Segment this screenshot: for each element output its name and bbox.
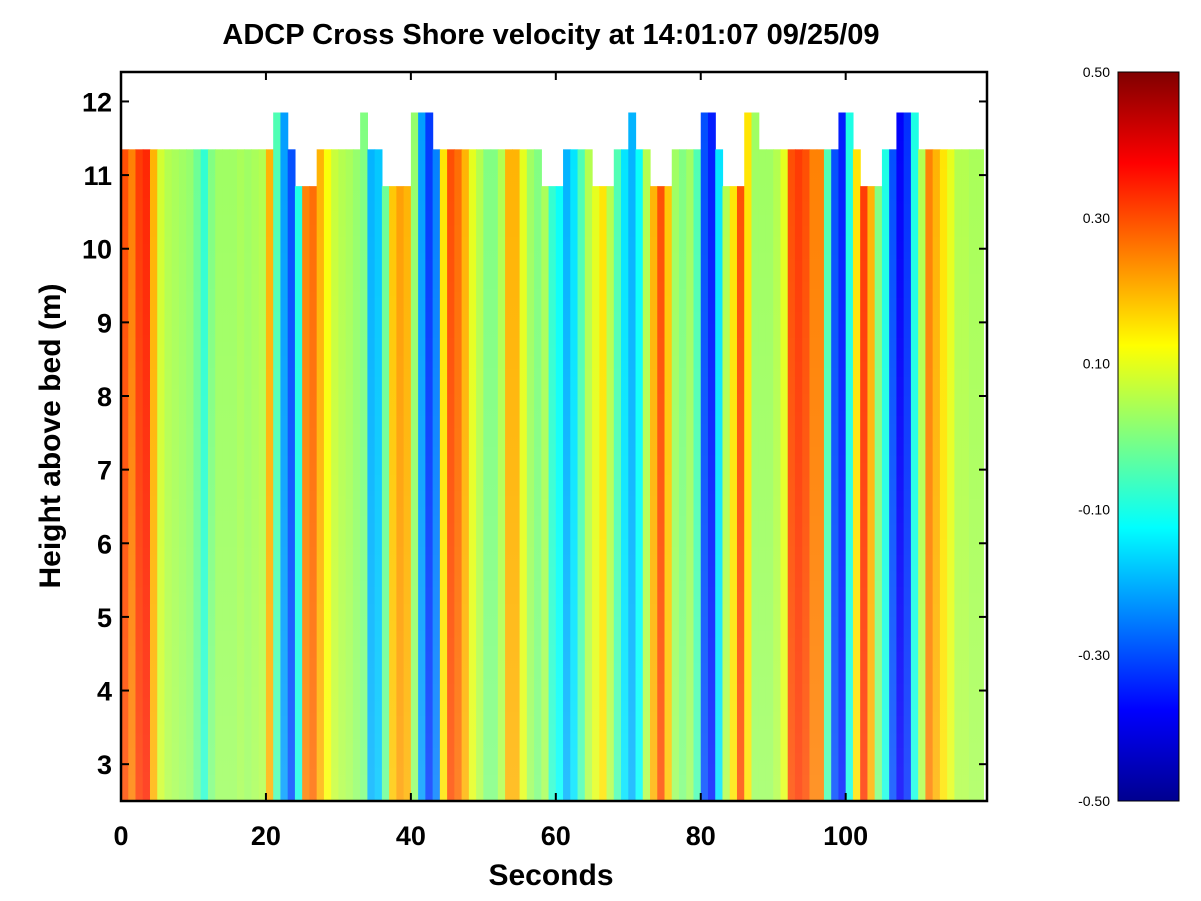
y-tick-label: 12 [82,87,112,117]
colorbar [1117,71,1180,802]
y-axis-ticks: 3 4 5 6 7 8 9 10 11 12 [82,87,987,780]
y-tick-label: 6 [97,529,112,559]
y-tick-label: 8 [97,382,112,412]
colorbar-tick-label: -0.10 [1078,501,1110,517]
y-tick-label: 5 [97,603,112,633]
colorbar-tick-label: 0.10 [1083,356,1110,372]
x-tick-label: 60 [541,821,571,851]
y-tick-label: 10 [82,235,112,265]
x-tick-label: 0 [113,821,128,851]
colorbar-tick-label: 0.50 [1083,64,1110,80]
x-tick-label: 100 [823,821,868,851]
x-axis-label: Seconds [488,859,613,892]
colorbar-ticks: 0.50 0.30 0.10 -0.10 -0.30 -0.50 [1078,64,1110,809]
y-tick-label: 11 [83,161,112,191]
y-tick-label: 7 [97,456,112,486]
x-tick-label: 40 [396,821,426,851]
colorbar-tick-label: 0.30 [1083,210,1110,226]
y-tick-label: 3 [97,750,112,780]
depth-shading [121,72,987,801]
x-axis-ticks: 0 20 40 60 80 100 [113,72,868,851]
y-tick-label: 9 [97,308,112,338]
x-tick-label: 20 [251,821,281,851]
colorbar-tick-label: -0.50 [1078,793,1110,809]
colorbar-tick-label: -0.30 [1078,647,1110,663]
chart-title: ADCP Cross Shore velocity at 14:01:07 09… [222,19,879,51]
y-tick-label: 4 [97,677,112,707]
x-tick-label: 80 [686,821,716,851]
y-axis-label: Height above bed (m) [34,283,67,588]
plot-frame [119,70,989,803]
